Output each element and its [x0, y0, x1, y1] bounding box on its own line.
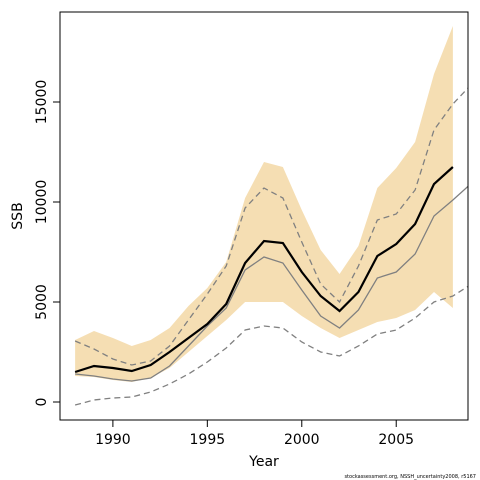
y-tick-label: 0	[34, 398, 50, 407]
y-tick-label: 10000	[34, 180, 50, 225]
x-axis-label: Year	[248, 454, 279, 470]
y-tick-label: 5000	[34, 284, 50, 320]
plot-frame	[59, 11, 469, 421]
y-axis-label: SSB	[10, 202, 26, 229]
series-line	[75, 185, 468, 382]
y-tick-label: 15000	[34, 80, 50, 125]
x-tick-label: 2000	[284, 432, 320, 448]
x-tick-label: 2005	[378, 432, 414, 448]
series-line	[74, 166, 454, 374]
x-tick-label: 1990	[95, 432, 131, 448]
confidence-band	[75, 26, 453, 382]
series-line	[74, 87, 468, 366]
footnote: stockassessment.org, NSSH_uncertainty200…	[344, 474, 476, 480]
x-tick-label: 1995	[190, 432, 226, 448]
